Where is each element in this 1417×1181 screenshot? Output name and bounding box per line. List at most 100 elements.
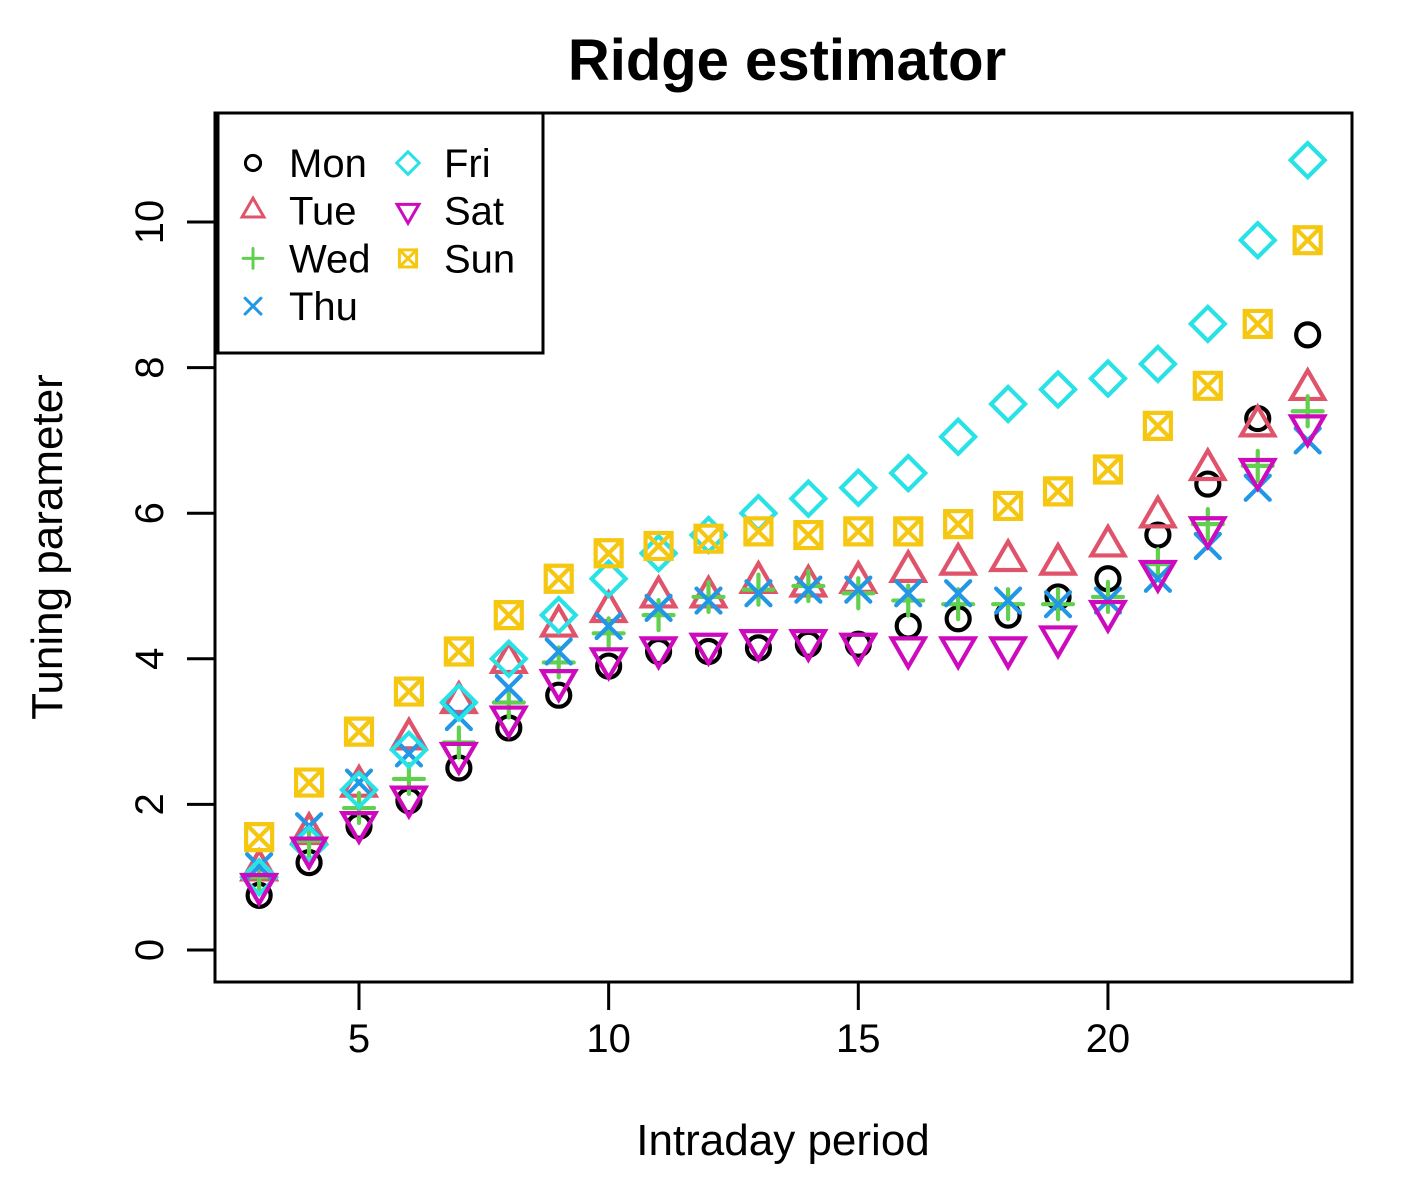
point-tue-x19 bbox=[1037, 540, 1079, 576]
point-fri-x18 bbox=[988, 384, 1029, 424]
point-tue-x20 bbox=[1087, 522, 1129, 558]
point-sun-x8 bbox=[493, 600, 524, 631]
point-sun-x18 bbox=[992, 490, 1024, 522]
x-tick-label: 20 bbox=[1086, 1017, 1131, 1061]
axis-ticks: 5 10 15 20 0 2 4 6 8 10 bbox=[128, 200, 1130, 1061]
point-sun-x11 bbox=[643, 530, 674, 562]
legend-label-fri: Fri bbox=[444, 142, 491, 186]
y-axis-label: Tuning parameter bbox=[23, 374, 72, 720]
legend-label-tue: Tue bbox=[289, 190, 356, 234]
point-fri-x23 bbox=[1237, 220, 1278, 261]
point-fri-x6 bbox=[388, 729, 429, 770]
point-wed-x4 bbox=[291, 823, 327, 858]
point-wed-x12 bbox=[691, 579, 726, 615]
point-sat-x21 bbox=[1137, 559, 1179, 595]
y-tick-label: 10 bbox=[128, 200, 172, 245]
legend-marker-mon bbox=[243, 153, 263, 173]
point-sat-x17 bbox=[938, 636, 979, 672]
point-sat-x10 bbox=[588, 647, 629, 682]
point-wed-x13 bbox=[741, 572, 776, 607]
point-mon-x9 bbox=[545, 681, 573, 709]
point-fri-x7 bbox=[438, 682, 479, 723]
x-tick-label: 10 bbox=[586, 1017, 631, 1061]
point-thu-x19 bbox=[1043, 590, 1073, 619]
point-fri-x14 bbox=[788, 478, 829, 519]
point-sat-x24 bbox=[1287, 414, 1328, 450]
point-fri-x9 bbox=[538, 595, 579, 636]
legend-label-mon: Mon bbox=[289, 142, 367, 186]
point-sat-x23 bbox=[1237, 457, 1278, 493]
legend-marker-tue bbox=[239, 195, 267, 219]
legend-marker-sat bbox=[394, 202, 422, 227]
point-wed-x22 bbox=[1190, 507, 1225, 542]
point-sun-x15 bbox=[843, 516, 874, 547]
data-points bbox=[238, 140, 1328, 910]
point-sun-x6 bbox=[393, 676, 425, 707]
point-mon-x21 bbox=[1144, 521, 1172, 549]
x-tick-label: 15 bbox=[836, 1017, 881, 1061]
legend-marker-wed bbox=[241, 246, 265, 270]
point-sun-x17 bbox=[943, 509, 974, 540]
point-thu-x18 bbox=[993, 586, 1023, 615]
point-thu-x12 bbox=[694, 586, 723, 615]
point-thu-x8 bbox=[494, 673, 523, 703]
point-sun-x22 bbox=[1192, 370, 1223, 401]
point-fri-x19 bbox=[1038, 369, 1078, 410]
point-tue-x6 bbox=[388, 715, 430, 751]
point-sun-x13 bbox=[743, 516, 774, 547]
point-sun-x24 bbox=[1292, 225, 1323, 256]
point-sat-x6 bbox=[388, 785, 430, 821]
point-wed-x23 bbox=[1240, 448, 1275, 483]
point-sat-x9 bbox=[538, 669, 579, 704]
point-wed-x20 bbox=[1090, 579, 1126, 615]
y-tick-label: 4 bbox=[128, 648, 172, 670]
point-sat-x5 bbox=[338, 810, 380, 846]
point-fri-x8 bbox=[488, 638, 529, 679]
point-sun-x9 bbox=[543, 563, 574, 594]
point-fri-x16 bbox=[888, 453, 929, 494]
legend-marker-fri bbox=[394, 149, 422, 177]
point-sun-x16 bbox=[893, 516, 924, 547]
point-sat-x12 bbox=[688, 632, 729, 668]
point-thu-x21 bbox=[1143, 564, 1172, 593]
point-tue-x7 bbox=[438, 679, 480, 715]
point-wed-x15 bbox=[841, 576, 876, 611]
point-sat-x20 bbox=[1087, 599, 1129, 635]
point-sun-x12 bbox=[693, 523, 724, 554]
point-thu-x15 bbox=[844, 575, 873, 604]
point-sun-x19 bbox=[1042, 476, 1074, 507]
point-sun-x23 bbox=[1242, 308, 1273, 340]
point-wed-x21 bbox=[1140, 547, 1175, 582]
point-wed-x14 bbox=[791, 568, 826, 604]
point-thu-x9 bbox=[544, 637, 573, 666]
point-sat-x14 bbox=[788, 628, 829, 664]
point-tue-x16 bbox=[888, 548, 929, 584]
point-wed-x18 bbox=[990, 587, 1026, 622]
legend-label-sun: Sun bbox=[444, 237, 515, 281]
y-tick-label: 0 bbox=[128, 939, 172, 961]
point-sat-x16 bbox=[888, 636, 929, 672]
point-thu-x10 bbox=[594, 611, 623, 641]
y-tick-label: 6 bbox=[128, 502, 172, 524]
legend-marker-sun bbox=[397, 248, 419, 269]
point-sun-x4 bbox=[293, 767, 325, 798]
point-sat-x15 bbox=[838, 632, 879, 668]
point-sat-x4 bbox=[288, 836, 330, 872]
point-tue-x8 bbox=[488, 639, 529, 675]
point-sun-x20 bbox=[1092, 454, 1124, 485]
legend-label-wed: Wed bbox=[289, 237, 371, 281]
point-fri-x10 bbox=[588, 558, 629, 599]
point-fri-x22 bbox=[1187, 303, 1228, 344]
point-thu-x11 bbox=[644, 593, 673, 622]
point-fri-x5 bbox=[339, 769, 379, 810]
point-fri-x17 bbox=[938, 416, 979, 457]
point-sun-x3 bbox=[244, 822, 275, 853]
point-thu-x16 bbox=[894, 579, 923, 608]
point-mon-x16 bbox=[894, 612, 922, 640]
x-tick-label: 5 bbox=[348, 1017, 370, 1061]
point-fri-x20 bbox=[1087, 358, 1128, 399]
point-thu-x17 bbox=[944, 579, 973, 608]
point-sat-x13 bbox=[738, 628, 779, 664]
